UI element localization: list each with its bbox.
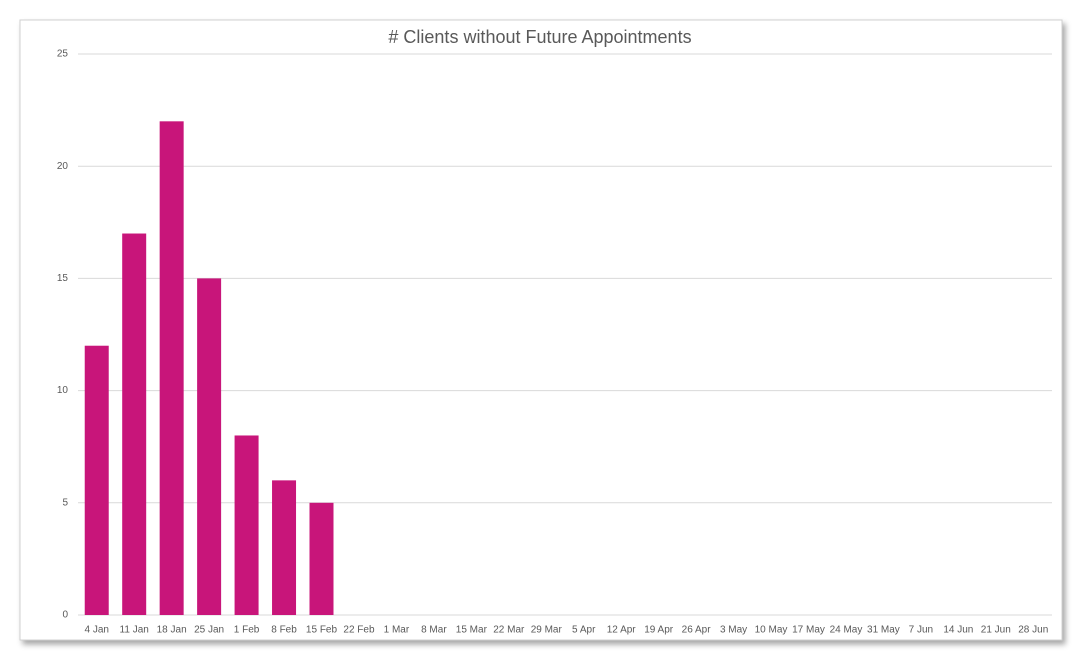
x-tick-label: 8 Mar: [421, 625, 447, 636]
x-tick-label: 10 May: [755, 625, 788, 636]
x-tick-label: 19 Apr: [644, 625, 674, 636]
x-tick-label: 15 Mar: [456, 625, 488, 636]
chart-frame: [19, 19, 1063, 641]
x-tick-label: 7 Jun: [909, 625, 933, 636]
x-tick-label: 28 Jun: [1018, 625, 1048, 636]
x-tick-label: 26 Apr: [682, 625, 712, 636]
bar: [234, 435, 259, 615]
x-tick-label: 21 Jun: [981, 625, 1011, 636]
x-tick-label: 17 May: [792, 625, 825, 636]
y-tick-label: 5: [62, 497, 68, 508]
y-tick-label: 20: [57, 161, 69, 172]
bar: [272, 480, 297, 615]
x-tick-label: 29 Mar: [531, 625, 563, 636]
x-tick-label: 4 Jan: [84, 625, 108, 636]
bar: [122, 233, 147, 615]
bar: [197, 278, 222, 615]
y-tick-label: 15: [57, 273, 69, 284]
x-tick-label: 22 Mar: [493, 625, 525, 636]
x-tick-label: 15 Feb: [306, 625, 338, 636]
y-tick-label: 25: [57, 49, 69, 60]
chart-title: # Clients without Future Appointments: [388, 27, 691, 47]
x-tick-label: 31 May: [867, 625, 900, 636]
y-tick-label: 0: [62, 610, 68, 621]
x-tick-label: 25 Jan: [194, 625, 224, 636]
x-tick-label: 24 May: [830, 625, 863, 636]
x-tick-label: 18 Jan: [157, 625, 187, 636]
x-tick-label: 1 Feb: [234, 625, 260, 636]
y-tick-label: 10: [57, 385, 69, 396]
bar: [159, 121, 184, 615]
bar: [309, 502, 334, 615]
x-tick-label: 14 Jun: [943, 625, 973, 636]
x-tick-label: 8 Feb: [271, 625, 297, 636]
x-tick-label: 11 Jan: [120, 625, 149, 636]
x-tick-label: 3 May: [720, 625, 747, 636]
x-tick-label: 5 Apr: [572, 625, 596, 636]
bar: [84, 345, 109, 615]
x-tick-label: 12 Apr: [607, 625, 637, 636]
x-tick-label: 22 Feb: [343, 625, 375, 636]
x-tick-label: 1 Mar: [384, 625, 410, 636]
